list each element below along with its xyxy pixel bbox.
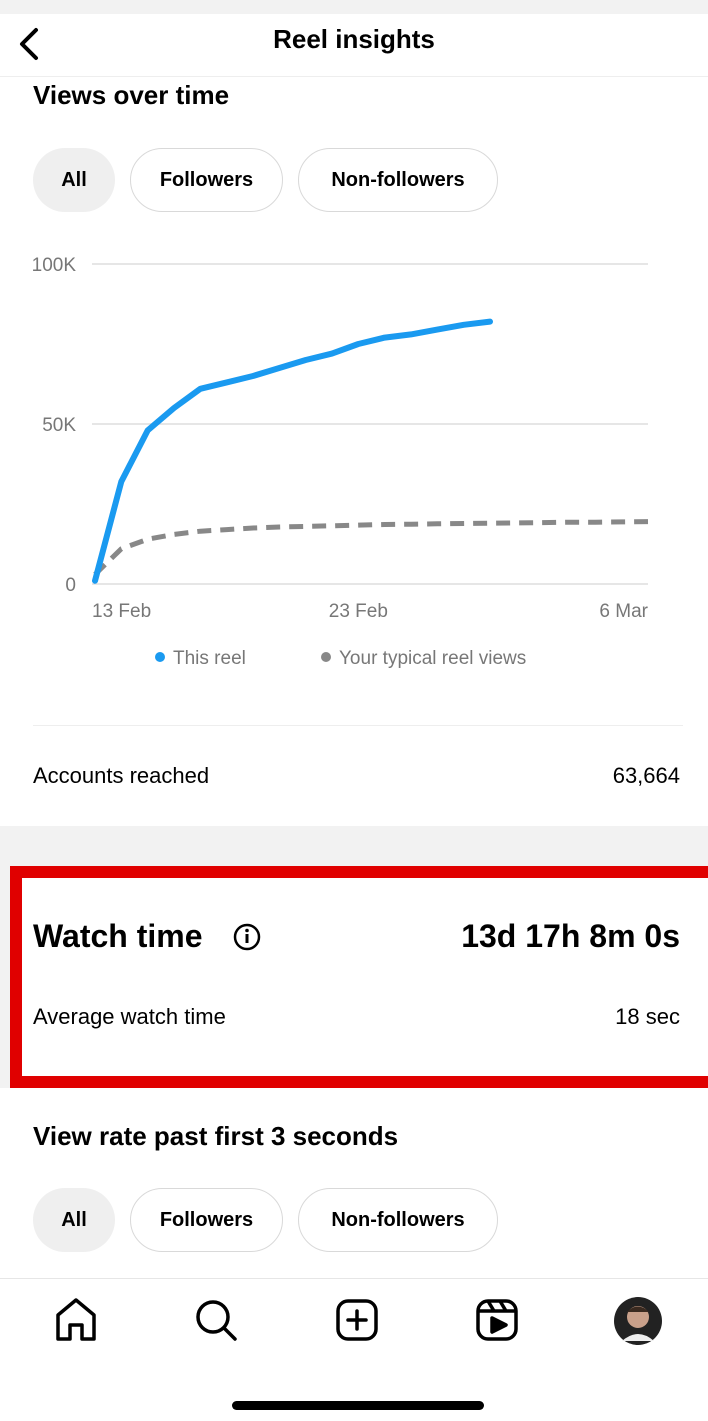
filter-pill[interactable]: Followers [130,1188,283,1252]
x-tick-label: 6 Mar [599,601,648,622]
nav-icons [0,1279,708,1421]
home-indicator [232,1401,484,1410]
x-tick-label: 13 Feb [92,601,151,622]
view-rate-section: View rate past first 3 seconds All Follo… [0,1088,708,1278]
legend-dot [155,652,165,662]
metric-value: 18 sec [615,1004,680,1030]
x-tick-label: 23 Feb [329,601,388,622]
series-line [95,322,490,581]
section-title: View rate past first 3 seconds [33,1121,398,1152]
header: Reel insights [0,14,708,77]
bottom-nav [0,1278,708,1421]
profile-avatar[interactable] [614,1297,662,1345]
header-title: Reel insights [0,24,708,55]
divider [33,725,683,726]
metric-label: Average watch time [33,1004,226,1030]
metric-value: 63,664 [613,763,680,789]
home-icon[interactable] [58,1300,94,1339]
filter-pill[interactable]: All [33,148,115,212]
filter-pill[interactable]: Non-followers [298,1188,498,1252]
metric-label: Accounts reached [33,763,209,789]
watch-time-section: Watch time 13d 17h 8m 0s Average watch t… [22,878,708,1076]
legend-label: Your typical reel views [339,648,526,669]
legend-dot [321,652,331,662]
filter-pill[interactable]: Followers [130,148,283,212]
filter-pill[interactable]: All [33,1188,115,1252]
series-line [95,522,648,575]
reels-icon[interactable] [478,1301,516,1339]
y-tick-label: 50K [42,415,76,436]
y-tick-label: 0 [65,575,76,596]
section-title: Views over time [33,80,229,111]
search-icon[interactable] [198,1302,235,1339]
create-icon[interactable] [338,1301,376,1339]
watch-time-total: 13d 17h 8m 0s [461,918,680,955]
filter-pill[interactable]: Non-followers [298,148,498,212]
page: {"header": {"title": "Reel insights"}, "… [0,0,708,1420]
info-icon[interactable] [232,922,262,952]
chart: 0 50K 100K 13 Feb 23 Feb 6 Mar This reel Your t… [0,240,708,680]
legend-label: This reel [173,648,246,669]
y-tick-label: 100K [32,255,77,276]
section-title: Watch time [33,918,203,955]
